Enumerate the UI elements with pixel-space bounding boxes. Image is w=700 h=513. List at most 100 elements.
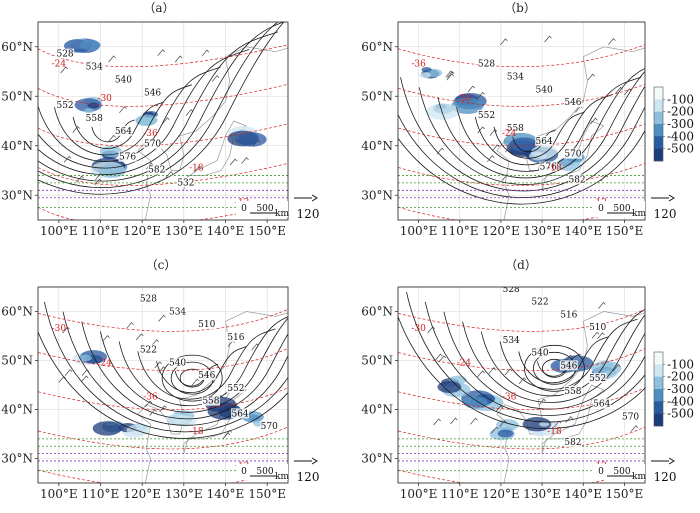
scale-bar-unit: km (275, 209, 289, 219)
height-contour-label: 570 (564, 150, 581, 160)
colorbar-swatch (654, 401, 663, 414)
height-contour-label: 540 (169, 358, 186, 368)
temperature-contour-label: -24 (502, 129, 517, 139)
height-contour-label: 564 (593, 400, 610, 410)
height-contour-label: 528 (56, 50, 73, 60)
omega-shading (238, 132, 267, 146)
omega-colorbar: -100-200-300-400-500 (654, 352, 694, 426)
y-tick-label: 40°N (361, 403, 393, 417)
height-contour-label: 570 (144, 140, 161, 150)
x-tick-label: 150°E (606, 224, 644, 238)
temperature-contour-label: -24 (457, 358, 472, 368)
wind-reference-value: 120 (654, 207, 677, 221)
x-tick-label: 130°E (165, 487, 203, 501)
scale-bar-value: 0 (241, 467, 247, 477)
x-tick-label: 140°E (207, 224, 245, 238)
scale-bar-unit: km (275, 472, 289, 482)
height-contour-label: 558 (86, 114, 103, 124)
wind-reference-arrowhead (312, 458, 317, 464)
height-contour-label: 528 (503, 285, 520, 295)
temperature-contour-label: -18 (189, 164, 204, 174)
x-tick-label: 130°E (523, 487, 561, 501)
height-contour-label: 522 (140, 346, 157, 356)
colorbar-swatch (654, 112, 663, 125)
height-contour-label: 570 (261, 422, 278, 432)
height-contour-label: 540 (536, 85, 553, 95)
y-tick-label: 60°N (1, 40, 33, 54)
x-tick-label: 140°E (564, 487, 602, 501)
height-contour-label: 564 (231, 409, 248, 419)
colorbar-swatch (654, 414, 663, 427)
colorbar-tick-label: -500 (667, 407, 694, 421)
height-contour-label: 528 (140, 295, 157, 305)
wind-reference-value: 120 (297, 207, 320, 221)
height-contour-label: 516 (560, 310, 577, 320)
wind-reference-value: 120 (297, 470, 320, 484)
height-contour-label: 532 (177, 178, 194, 188)
wind-reference-arrowhead (669, 195, 674, 201)
y-tick-label: 40°N (1, 139, 33, 153)
temperature-contour-label: -18 (547, 164, 562, 174)
height-contour-label: 558 (564, 387, 581, 397)
scale-bar-unit: km (632, 472, 646, 482)
label-halo (289, 434, 307, 444)
height-contour-label: 582 (564, 438, 581, 448)
x-tick-label: 110°E (441, 224, 479, 238)
y-tick-label: 30°N (1, 452, 33, 466)
x-tick-label: 100°E (400, 224, 438, 238)
map-panel-b: 528534540546552558564570576582-36-30-24-… (361, 0, 700, 238)
height-contour-label: 558 (202, 397, 219, 407)
x-tick-label: 110°E (82, 224, 120, 238)
temperature-contour-label: -24 (97, 358, 112, 368)
y-tick-label: 30°N (361, 188, 393, 202)
height-contour-label: 528 (478, 60, 495, 70)
wind-reference-arrowhead (669, 458, 674, 464)
x-tick-label: 150°E (248, 487, 286, 501)
height-contour-label: 546 (564, 98, 581, 108)
height-contour-label: 582 (148, 165, 165, 175)
temperature-contour-label: -30 (411, 324, 426, 334)
scale-bar-value: 500 (613, 204, 630, 214)
x-tick-label: 100°E (40, 224, 78, 238)
x-tick-label: 130°E (523, 224, 561, 238)
omega-shading (498, 430, 514, 438)
y-tick-label: 50°N (361, 354, 393, 368)
omega-colorbar: -100-200-300-400-500 (654, 87, 694, 161)
height-contour-label: 552 (56, 101, 73, 111)
height-contour-label: 582 (568, 175, 585, 185)
x-tick-label: 100°E (40, 487, 78, 501)
height-contour-label: 522 (531, 298, 548, 308)
omega-shading (534, 432, 544, 437)
map-panel-d: 528522516510534540546552558564570576582-… (361, 214, 700, 502)
temperature-contour-label: -30 (52, 324, 67, 334)
x-tick-label: 150°E (248, 224, 286, 238)
map-panel-a: 528534540546552558564570576582532-24-30-… (0, 0, 364, 238)
y-tick-label: 30°N (361, 452, 393, 466)
temperature-contour-label: -36 (143, 129, 158, 139)
y-tick-label: 40°N (1, 403, 33, 417)
height-contour-label: 576 (290, 435, 307, 445)
x-tick-label: 100°E (400, 487, 438, 501)
colorbar-swatch (654, 352, 663, 365)
x-tick-label: 150°E (606, 487, 644, 501)
height-contour-label: 534 (503, 336, 520, 346)
x-tick-label: 130°E (165, 224, 203, 238)
wind-reference-value: 120 (654, 470, 677, 484)
height-contour-label: 546 (198, 371, 215, 381)
omega-shading (529, 152, 547, 161)
y-tick-label: 50°N (1, 89, 33, 103)
height-contour-label: 540 (115, 75, 132, 85)
height-contour-label: 546 (144, 88, 161, 98)
x-tick-label: 120°E (123, 224, 161, 238)
y-tick-label: 60°N (1, 305, 33, 319)
x-tick-label: 110°E (441, 487, 479, 501)
x-tick-label: 140°E (564, 224, 602, 238)
x-tick-label: 120°E (482, 487, 520, 501)
colorbar-tick-label: -500 (667, 142, 694, 156)
colorbar-swatch (654, 389, 663, 402)
y-tick-label: 50°N (361, 89, 393, 103)
temperature-contour-label: -30 (97, 94, 112, 104)
wind-reference-arrowhead (312, 195, 317, 201)
height-contour-label: 534 (86, 63, 103, 73)
